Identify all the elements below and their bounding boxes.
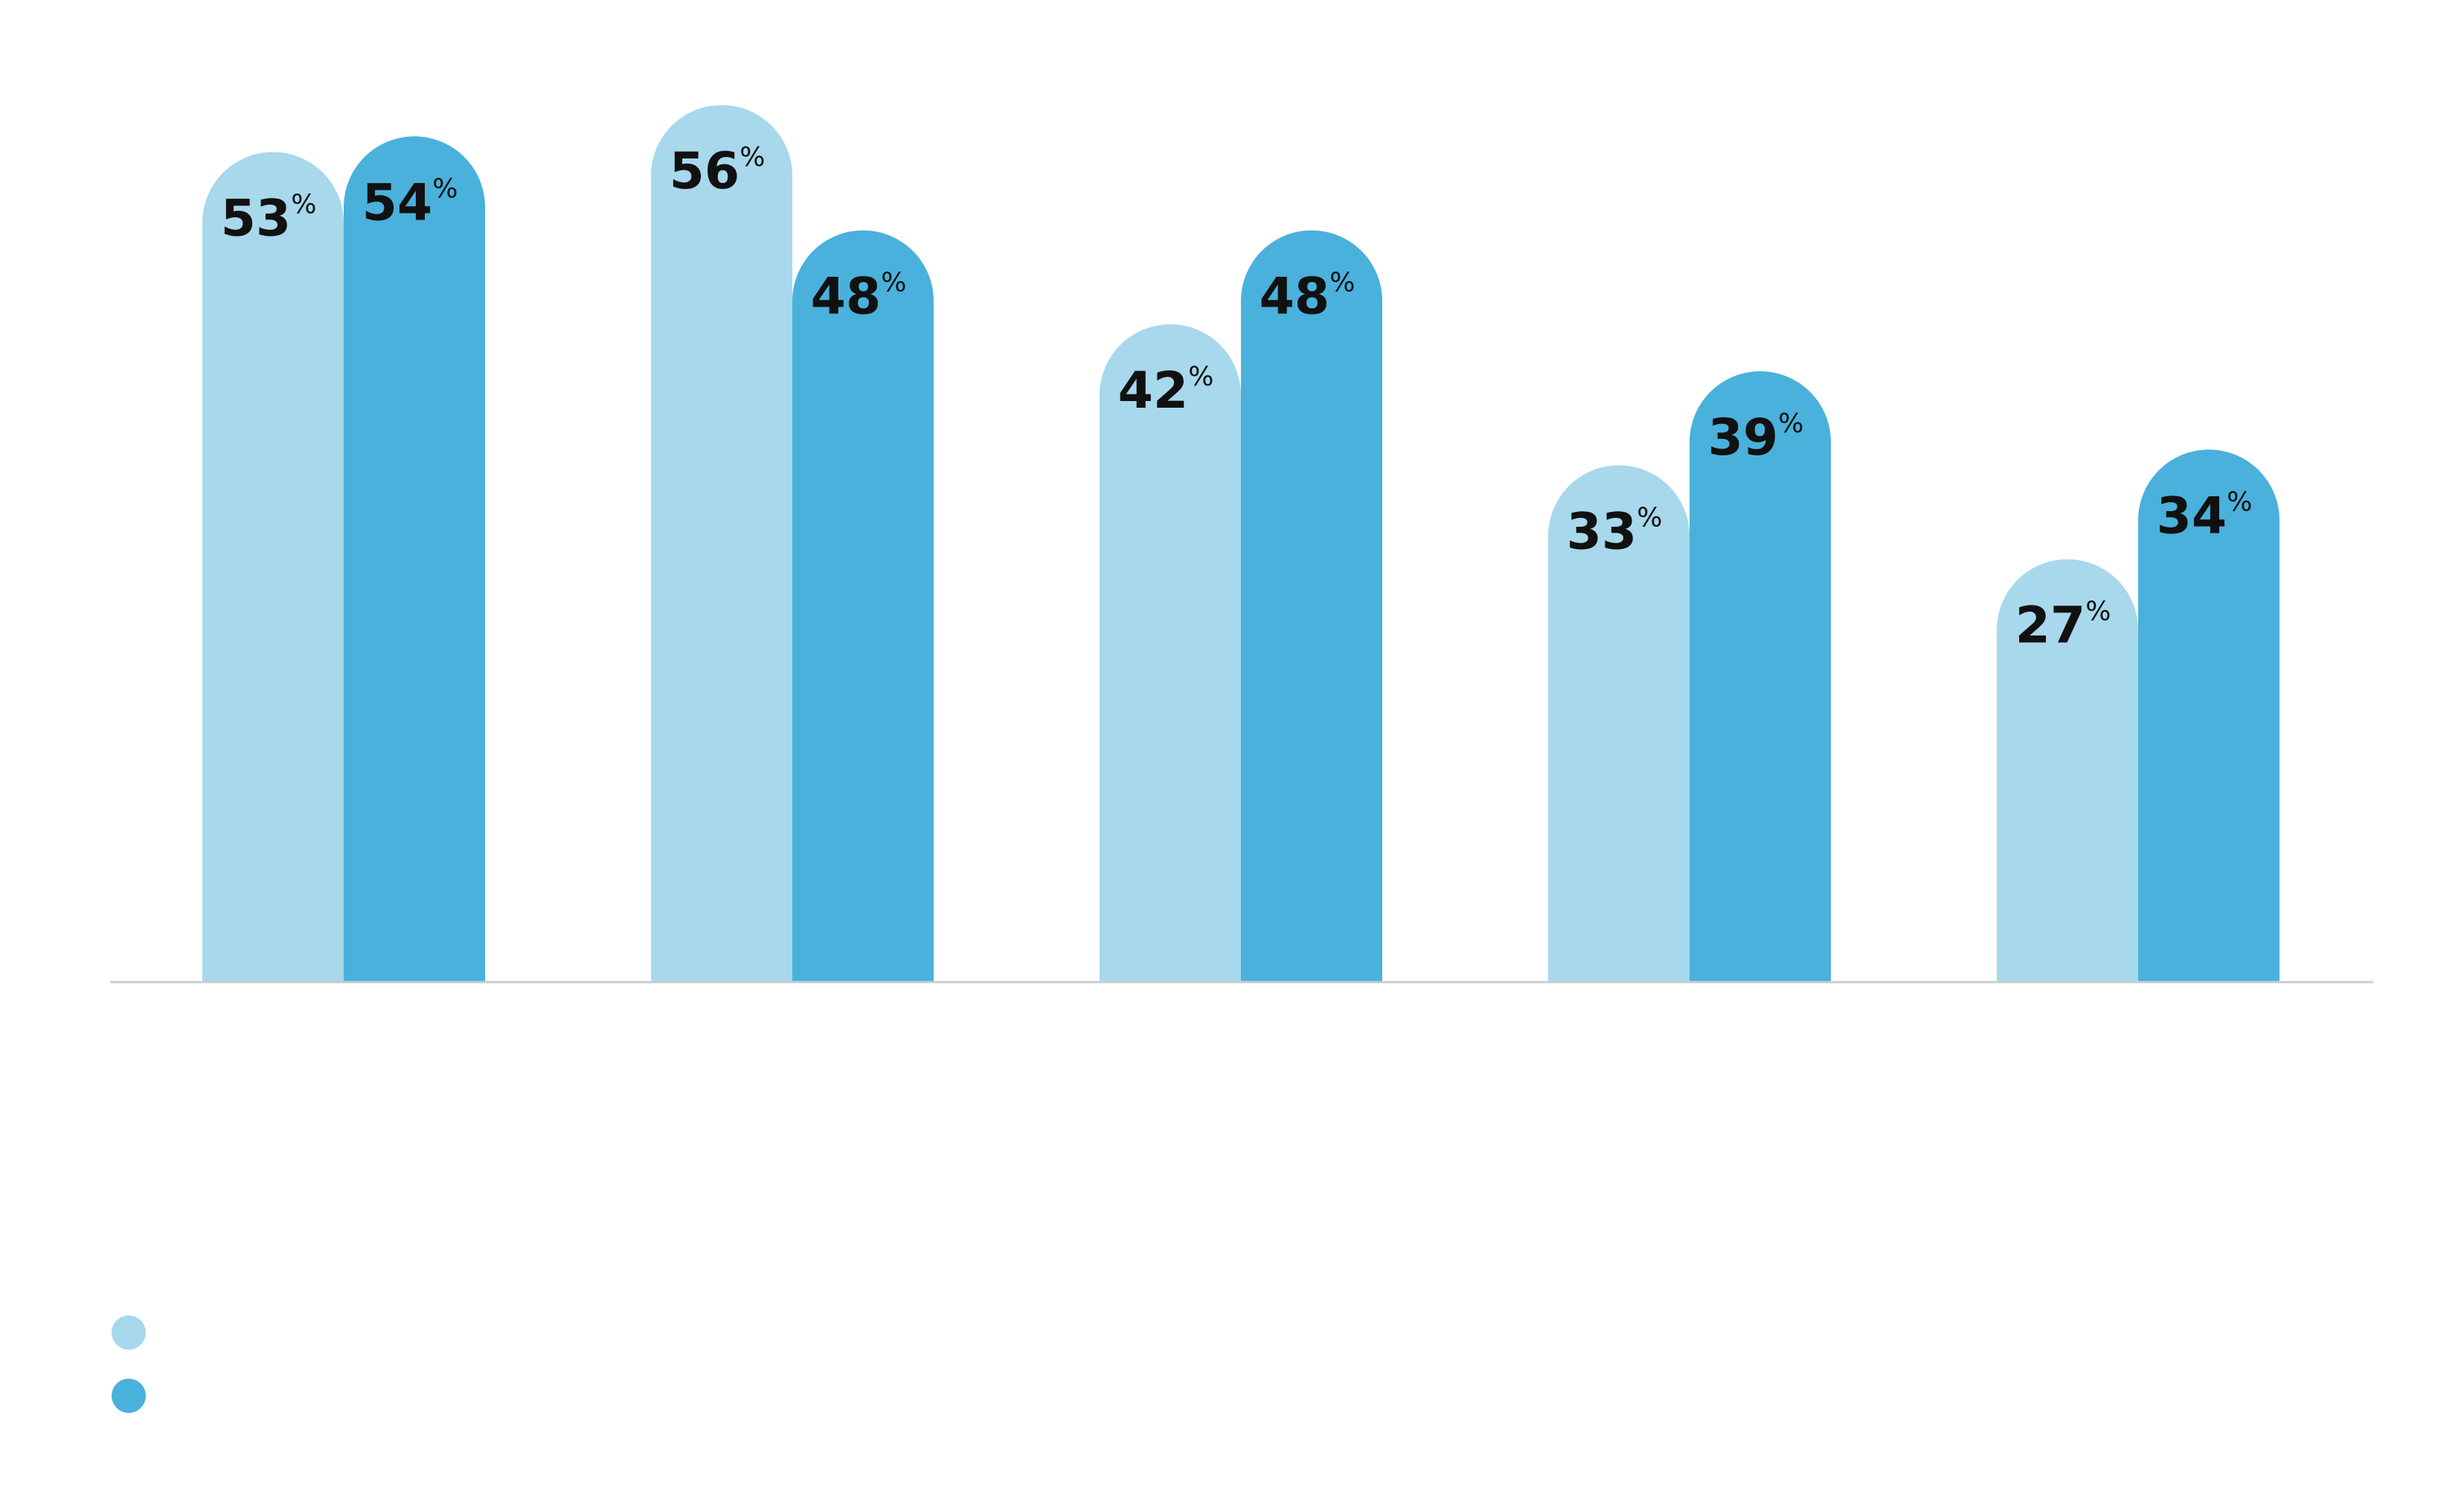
legend-marker-series2 <box>112 1379 146 1413</box>
bar-series1-cat2 <box>651 105 792 983</box>
bar-series2-cat1 <box>344 136 485 982</box>
bars-layer <box>202 105 2279 983</box>
data-labels-layer: 53% 56% 42% 33% 27% 54% 48% 48% 39% 34% <box>221 142 2253 655</box>
legend-marker-series1 <box>112 1315 146 1350</box>
data-label-series1-cat3: 42% <box>1118 362 1214 420</box>
data-label-series2-cat5: 34% <box>2157 487 2253 545</box>
bar-series2-cat3 <box>1241 230 1382 982</box>
bar-series1-cat5 <box>1997 559 2138 982</box>
bar-series1-cat1 <box>202 152 344 983</box>
data-label-series1-cat1: 53% <box>221 189 317 248</box>
data-label-series2-cat1: 54% <box>362 173 458 232</box>
data-label-series1-cat2: 56% <box>670 142 766 201</box>
data-label-series1-cat4: 33% <box>1567 502 1663 561</box>
bar-series2-cat5 <box>2138 449 2279 982</box>
bar-series2-cat4 <box>1690 371 1831 982</box>
bar-series1-cat3 <box>1100 324 1241 982</box>
legend <box>112 1315 146 1413</box>
bar-series2-cat2 <box>792 230 934 982</box>
data-label-series2-cat4: 39% <box>1708 408 1804 467</box>
bar-series1-cat4 <box>1548 465 1690 982</box>
data-label-series2-cat3: 48% <box>1260 268 1355 327</box>
data-label-series2-cat2: 48% <box>811 268 907 327</box>
data-label-series1-cat5: 27% <box>2015 597 2111 655</box>
